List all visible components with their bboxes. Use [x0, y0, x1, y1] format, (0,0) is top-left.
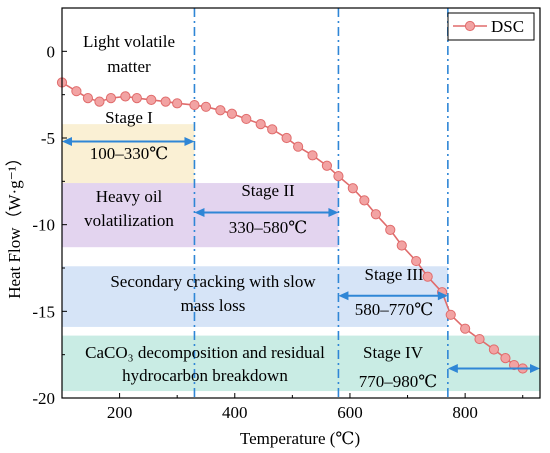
x-tick-label: 200: [107, 403, 133, 422]
heavy-oil-label-line2: volatilization: [84, 211, 174, 230]
stage4-range: 770–980℃: [359, 372, 438, 391]
caco3-label-line1: CaCO₃ decomposition and residual: [85, 343, 325, 362]
dsc-point: [488, 344, 500, 355]
light-volatile-label-line2: matter: [107, 57, 151, 76]
dsc-point: [82, 93, 94, 104]
dsc-point: [500, 353, 511, 364]
x-tick-label: 400: [222, 403, 248, 422]
stage-bands: [62, 25, 540, 392]
dsc-point: [200, 101, 212, 112]
dsc-point: [411, 255, 422, 267]
stage4-arrow: [447, 364, 540, 374]
dsc-point: [385, 224, 396, 235]
legend-marker: [464, 20, 476, 32]
stage3-range: 580–770℃: [355, 300, 434, 319]
secondary-label-line1: Secondary cracking with slow: [110, 272, 316, 291]
axes: 200 400 600 800 0 -5 -10 -15 -20: [32, 7, 541, 422]
arrow-head-right: [184, 136, 195, 146]
arrow-head-left: [447, 364, 458, 374]
secondary-label-line2: mass loss: [181, 296, 246, 315]
dsc-point: [267, 124, 278, 135]
light-volatile-label-line1: Light volatile: [83, 32, 175, 51]
dsc-point: [370, 209, 381, 220]
dsc-point: [255, 119, 266, 130]
y-tick-label: -5: [41, 129, 55, 148]
dsc-point: [359, 195, 370, 206]
dsc-point: [422, 271, 433, 282]
stage1-title: Stage I: [105, 108, 153, 127]
stage4-title: Stage IV: [363, 343, 424, 362]
dsc-point: [396, 240, 407, 251]
dsc-point: [215, 105, 226, 116]
dsc-point: [460, 323, 471, 334]
dsc-point: [293, 141, 304, 152]
y-axis-label: Heat Flow（W·g⁻¹）: [5, 149, 24, 299]
y-tick-label: -10: [32, 216, 55, 235]
plot-frame: [61, 7, 541, 399]
dsc-point: [71, 86, 82, 97]
stage-band-3: [62, 183, 339, 248]
dsc-point: [160, 96, 171, 107]
dsc-point: [307, 150, 318, 161]
stage1-arrow: [62, 136, 195, 146]
legend-label: DSC: [491, 17, 524, 36]
arrow-head-right: [328, 208, 339, 218]
stage3-title: Stage III: [364, 265, 423, 284]
y-tick-label: 0: [47, 42, 56, 61]
stage3-arrow: [338, 291, 448, 301]
dsc-series: [56, 77, 528, 374]
stage2-range: 330–580℃: [229, 218, 308, 237]
x-tick-label: 600: [337, 403, 363, 422]
stage2-arrow: [194, 208, 339, 218]
dsc-point: [321, 160, 333, 171]
arrow-head-left: [338, 291, 349, 301]
arrow-head-left: [62, 136, 72, 146]
dsc-point: [120, 91, 131, 102]
dsc-point: [281, 132, 292, 144]
stage-annotations: Light volatile matter Stage I 100–330℃ H…: [83, 32, 437, 391]
x-axis-label: Temperature (℃): [240, 429, 360, 448]
heavy-oil-label-line1: Heavy oil: [96, 187, 163, 206]
caco3-label-line2: hydrocarbon breakdown: [122, 366, 288, 385]
stage-band-1: [62, 25, 195, 78]
dsc-point: [474, 333, 485, 345]
dsc-point: [347, 183, 358, 194]
y-tick-label: -20: [32, 389, 55, 408]
y-tick-label: -15: [32, 302, 55, 321]
dsc-point: [94, 96, 105, 107]
dsc-point: [105, 93, 117, 104]
dsc-point: [445, 309, 456, 320]
arrow-head-right: [530, 364, 540, 374]
dsc-point: [333, 171, 344, 182]
arrow-head-right: [437, 291, 448, 301]
legend: DSC: [447, 12, 535, 41]
dsc-point: [226, 108, 237, 119]
stage1-range: 100–330℃: [90, 144, 169, 163]
stage-arrows: [62, 136, 540, 374]
stage-divider-lines: [193, 8, 449, 398]
arrow-head-left: [194, 208, 205, 218]
dsc-point: [131, 93, 142, 104]
dsc-point: [241, 113, 252, 125]
dsc-point: [189, 99, 200, 111]
dsc-point: [146, 94, 157, 105]
x-tick-label: 800: [452, 403, 478, 422]
dsc-point: [508, 359, 520, 371]
dsc-point: [172, 98, 183, 109]
stage-band-5: [62, 335, 540, 392]
stage2-title: Stage II: [241, 181, 295, 200]
